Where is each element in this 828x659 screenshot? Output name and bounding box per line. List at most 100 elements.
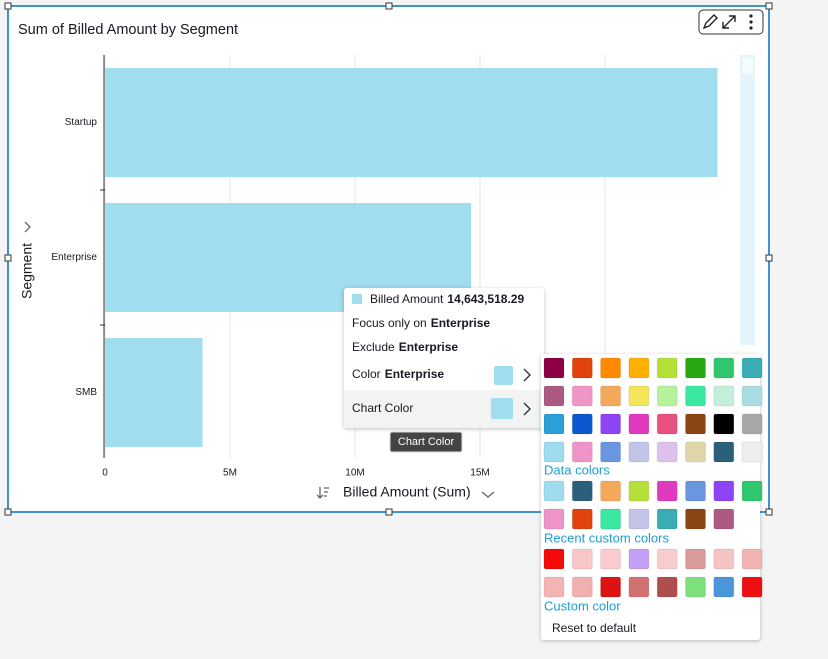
color-swatch[interactable] <box>600 357 622 379</box>
color-swatch[interactable] <box>628 385 650 407</box>
edit-icon[interactable] <box>702 14 718 30</box>
color-swatch[interactable] <box>628 508 650 530</box>
section-title: Data colors <box>544 462 610 477</box>
color-swatch[interactable] <box>543 548 565 570</box>
color-swatch[interactable] <box>741 413 763 435</box>
color-swatch[interactable] <box>713 357 735 379</box>
color-swatch[interactable] <box>571 385 593 407</box>
color-swatch[interactable] <box>600 576 622 598</box>
color-swatch[interactable] <box>713 508 735 530</box>
color-picker: Data colors Recent custom colors Custom co… <box>541 354 763 640</box>
color-swatch[interactable] <box>600 385 622 407</box>
color-swatch[interactable] <box>656 508 678 530</box>
color-swatch[interactable] <box>571 441 593 463</box>
color-swatch[interactable] <box>685 357 706 379</box>
x-axis-title[interactable]: Billed Amount (Sum) <box>343 484 471 500</box>
resize-handles[interactable] <box>4 2 773 516</box>
color-swatch[interactable] <box>713 441 735 463</box>
color-swatch[interactable] <box>713 576 735 598</box>
submenu-chevron <box>523 402 531 416</box>
color-swatch[interactable] <box>685 413 706 435</box>
color-swatch[interactable] <box>543 480 565 502</box>
color-swatch[interactable] <box>713 385 735 407</box>
color-swatch[interactable] <box>600 441 622 463</box>
x-axis-chevron[interactable] <box>481 491 495 498</box>
chart-area: 05M10M15M20MStartupEnterpriseSMBSegmentB… <box>19 55 718 500</box>
color-swatch[interactable] <box>656 480 678 502</box>
scroll-thumb[interactable] <box>742 58 753 74</box>
menu-item[interactable]: Color Enterprise <box>352 367 444 381</box>
color-swatch[interactable] <box>628 548 650 570</box>
color-swatch[interactable] <box>543 441 565 463</box>
color-swatch[interactable] <box>600 548 622 570</box>
color-swatch[interactable] <box>741 480 763 502</box>
color-swatch[interactable] <box>656 548 678 570</box>
color-swatch[interactable] <box>543 357 565 379</box>
color-swatch[interactable] <box>571 413 593 435</box>
action-target: Enterprise <box>431 316 491 330</box>
color-swatch[interactable] <box>685 576 706 598</box>
color-swatch[interactable] <box>494 366 513 385</box>
color-swatch[interactable] <box>685 480 706 502</box>
hover-tip-box <box>389 431 463 453</box>
color-swatch[interactable] <box>600 480 622 502</box>
color-swatch[interactable] <box>628 576 650 598</box>
color-swatch[interactable] <box>741 548 763 570</box>
color-swatch[interactable] <box>741 357 763 379</box>
color-swatch[interactable] <box>713 413 735 435</box>
hover-tip: Chart Color <box>389 431 463 453</box>
bar[interactable] <box>105 68 718 177</box>
color-swatch[interactable] <box>685 548 706 570</box>
action-target: Enterprise <box>399 340 459 354</box>
color-swatch[interactable] <box>628 441 650 463</box>
color-swatch[interactable] <box>656 357 678 379</box>
bar[interactable] <box>105 338 203 447</box>
toolbar-box <box>698 9 764 35</box>
context-menu: Billed Amount 14,643,518.29 Focus only on E… <box>344 288 544 428</box>
color-swatch[interactable] <box>571 576 593 598</box>
color-swatch[interactable] <box>656 385 678 407</box>
color-swatch[interactable] <box>741 441 763 463</box>
color-swatch[interactable] <box>571 357 593 379</box>
color-swatch[interactable] <box>571 480 593 502</box>
menu-item[interactable]: Exclude Enterprise <box>352 340 458 354</box>
color-swatch[interactable] <box>600 413 622 435</box>
color-swatch[interactable] <box>543 576 565 598</box>
visual-toolbar[interactable] <box>698 9 764 35</box>
color-swatch[interactable] <box>656 441 678 463</box>
menu-item[interactable]: Focus only on Enterprise <box>352 316 490 330</box>
reset-button[interactable]: Reset to default <box>552 621 637 635</box>
color-swatch[interactable] <box>571 508 593 530</box>
color-swatch[interactable] <box>656 576 678 598</box>
color-swatch[interactable] <box>543 385 565 407</box>
color-swatch[interactable] <box>741 385 763 407</box>
color-swatch[interactable] <box>600 508 622 530</box>
sort-icon[interactable] <box>316 487 329 499</box>
color-swatch[interactable] <box>713 480 735 502</box>
color-swatch[interactable] <box>543 508 565 530</box>
tooltip-value: Billed Amount 14,643,518.29 <box>370 292 524 306</box>
y-axis-title[interactable]: Segment <box>19 243 35 299</box>
menu-item[interactable]: Chart Color <box>352 401 413 415</box>
color-swatch[interactable] <box>628 357 650 379</box>
x-tick-label: 5M <box>223 468 237 479</box>
section-title[interactable]: Custom color <box>544 598 621 613</box>
color-swatch[interactable] <box>543 413 565 435</box>
scrollbar[interactable] <box>740 55 755 345</box>
expand-icon[interactable] <box>722 15 736 29</box>
color-swatch[interactable] <box>685 441 706 463</box>
color-swatch[interactable] <box>491 398 513 419</box>
color-swatch[interactable] <box>628 480 650 502</box>
color-swatch[interactable] <box>713 548 735 570</box>
color-swatch[interactable] <box>741 576 763 598</box>
color-swatch[interactable] <box>685 385 706 407</box>
x-tick-label: 15M <box>470 468 489 479</box>
y-axis-chevron[interactable] <box>24 221 31 233</box>
color-swatch[interactable] <box>628 413 650 435</box>
chart-title: Sum of Billed Amount by Segment <box>18 22 238 38</box>
color-swatch[interactable] <box>571 548 593 570</box>
color-swatch[interactable] <box>656 413 678 435</box>
color-swatch[interactable] <box>685 508 706 530</box>
more-icon[interactable] <box>749 14 753 30</box>
